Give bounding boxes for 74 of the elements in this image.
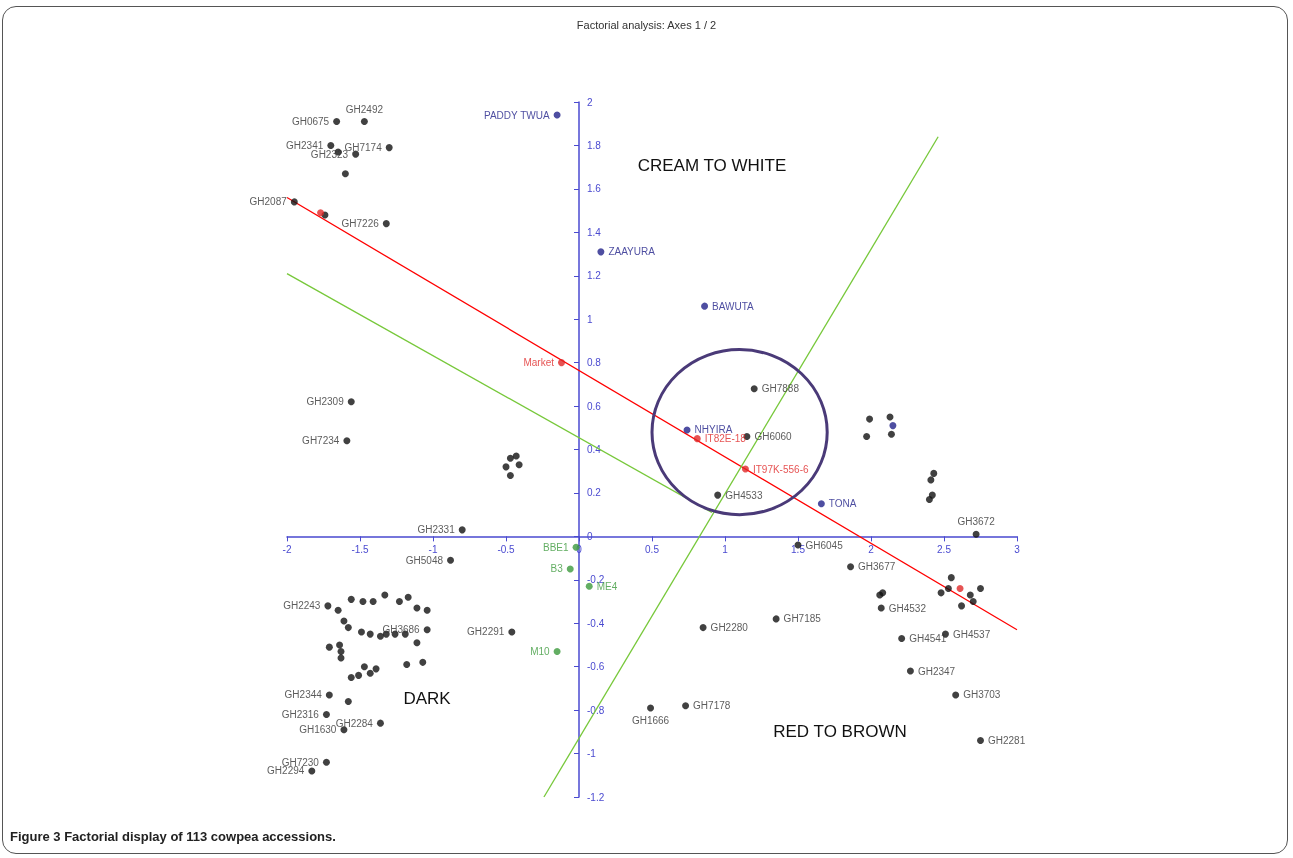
data-label: GH2316: [281, 708, 320, 720]
y-tick-label: 0: [587, 530, 593, 542]
data-label: PADDY TWUA: [484, 109, 550, 121]
data-label: GH3677: [858, 561, 896, 573]
data-label: GH2243: [283, 600, 321, 612]
y-tick-label: 0.8: [587, 357, 602, 369]
x-tick-label: -0.5: [497, 543, 516, 555]
data-label: M10: [530, 645, 551, 657]
annotation: RED TO BROWN: [773, 722, 907, 742]
data-label: GH2492: [345, 103, 384, 115]
data-label: GH2309: [306, 396, 345, 408]
x-tick-label: 2.5: [937, 543, 952, 555]
x-tick-label: -1.5: [351, 543, 370, 555]
y-tick-label: -0.6: [587, 661, 605, 673]
y-tick-label: -1: [587, 748, 597, 760]
data-label: GH1666: [631, 714, 670, 726]
data-label: GH4537: [952, 628, 991, 640]
data-label: TONA: [828, 498, 857, 510]
x-tick-label: 3: [1014, 543, 1021, 555]
data-label: GH2281: [988, 735, 1026, 747]
data-label: GH7234: [302, 435, 340, 447]
data-label: GH4532: [888, 602, 927, 614]
data-label: BAWUTA: [712, 300, 755, 312]
data-label: GH2294: [267, 765, 305, 777]
data-label: GH7185: [783, 613, 822, 625]
y-tick-label: 1.4: [587, 226, 602, 238]
data-label: GH3672: [957, 516, 996, 528]
x-tick-label: 0.5: [645, 543, 660, 555]
data-label: IT97K-556-6: [752, 463, 809, 475]
data-label: GH3703: [963, 689, 1001, 701]
data-label: ZAAYURA: [608, 246, 656, 258]
y-tick-label: 0.2: [587, 487, 602, 499]
data-label: GH2344: [284, 689, 323, 701]
data-label: NHYIRA: [694, 424, 733, 436]
y-tick-label: 1.2: [587, 270, 602, 282]
y-tick-label: 0.6: [587, 400, 602, 412]
data-label: GH5048: [405, 554, 444, 566]
data-label: GH2087: [249, 196, 288, 208]
y-tick-label: 2: [587, 96, 593, 108]
x-tick-label: 1: [722, 543, 729, 555]
data-label: Market: [523, 357, 555, 369]
y-tick-label: -0.4: [587, 617, 605, 629]
data-label: GH0675: [291, 116, 330, 128]
data-label: BBE1: [543, 541, 570, 553]
data-label: B3: [550, 563, 564, 575]
data-label: GH7178: [693, 700, 731, 712]
data-label: GH2291: [467, 626, 505, 638]
data-label: GH2280: [710, 622, 749, 634]
y-tick-label: -1.2: [587, 791, 605, 803]
y-tick-label: 1.6: [587, 183, 602, 195]
x-tick-label: -1: [428, 543, 438, 555]
caption: Figure 3 Factorial display of 113 cowpea accessions.: [10, 829, 336, 844]
data-label: IT82E-18: [704, 433, 747, 445]
data-label: GH4541: [909, 632, 947, 644]
data-label: GH2331: [417, 524, 456, 536]
data-label: GH3686: [382, 624, 421, 636]
annotation: DARK: [403, 689, 451, 709]
data-label: GH2341: [286, 139, 324, 151]
y-tick-label: 0.4: [587, 444, 602, 455]
data-label: GH1630: [299, 724, 337, 736]
y-tick-label: 1: [587, 313, 593, 325]
data-label: GH6045: [805, 539, 844, 551]
chart-title: Factorial analysis: Axes 1 / 2: [576, 18, 717, 31]
x-tick-label: -2: [282, 543, 292, 555]
data-label: GH2347: [917, 665, 956, 677]
annotation: CREAM TO WHITE: [637, 156, 787, 176]
y-tick-label: 1.8: [587, 139, 602, 151]
data-label: GH7226: [341, 218, 380, 230]
data-label: GH2284: [335, 717, 374, 729]
data-label: GH7230: [281, 756, 320, 768]
x-tick-label: 0: [576, 543, 583, 555]
x-tick-label: 2: [868, 543, 875, 555]
x-tick-label: 1.5: [791, 543, 806, 555]
data-label: GH4533: [725, 489, 763, 501]
